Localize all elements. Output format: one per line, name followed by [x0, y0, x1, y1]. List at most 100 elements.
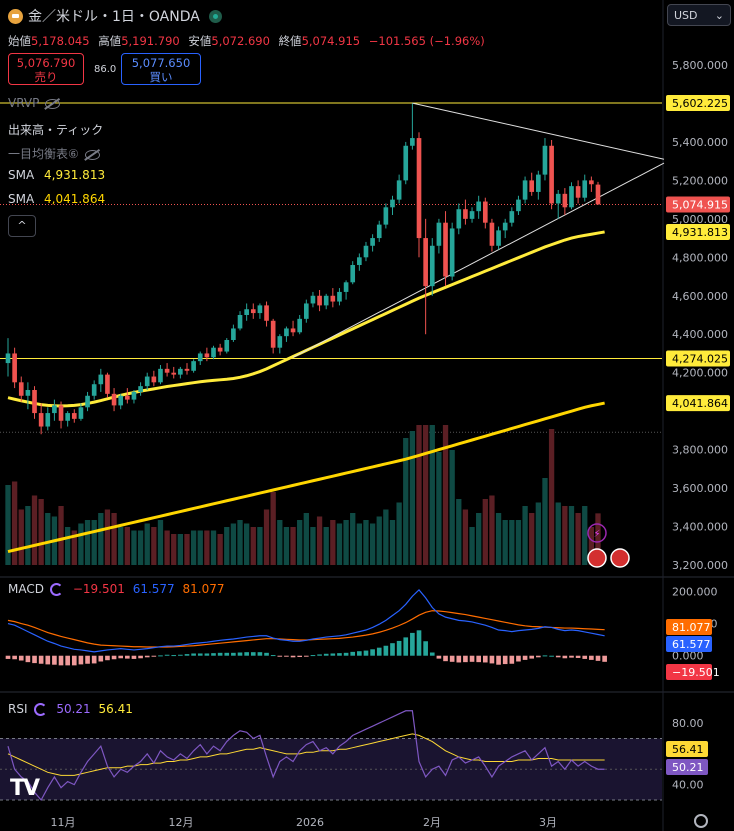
- macd-hist-bar: [330, 653, 336, 656]
- candle: [118, 395, 124, 406]
- macd-line: [7, 588, 605, 653]
- price-label: 4,041.864: [672, 397, 728, 410]
- price-axis-tick: 3,800.000: [672, 444, 728, 457]
- macd-signal-line: [7, 610, 605, 648]
- macd-signal-value: 81.077: [182, 582, 225, 596]
- price-label-bg: [666, 350, 730, 367]
- volume-bar: [131, 530, 137, 565]
- macd-hist-bar: [284, 655, 289, 657]
- indicator-vrvp[interactable]: VRVP: [8, 96, 61, 110]
- macd-hist-bar: [32, 655, 37, 664]
- candle: [111, 393, 117, 406]
- volume-bar: [157, 520, 164, 565]
- indicator-macd[interactable]: MACD −19.501 61.577 81.077: [8, 582, 225, 596]
- volume-bar: [111, 513, 117, 565]
- candle: [396, 180, 402, 200]
- volume-bar: [31, 495, 38, 565]
- macd-hist-bar: [297, 655, 303, 657]
- candle: [231, 328, 236, 340]
- macd-hist-bar: [290, 655, 296, 658]
- macd-hist-bar: [469, 655, 475, 662]
- macd-label-bg: [666, 664, 712, 680]
- collapse-indicators-button[interactable]: ^: [8, 215, 36, 237]
- candle: [237, 315, 243, 329]
- volume-bar: [151, 527, 157, 565]
- indicator-sma-slow[interactable]: SMA 4,041.864: [8, 192, 106, 206]
- indicator-ichimoku[interactable]: 一目均衡表⑥: [8, 145, 100, 162]
- volume-bar: [409, 431, 416, 565]
- volume-bar: [336, 523, 343, 565]
- macd-hist-bar: [416, 630, 422, 656]
- macd-hist-bar: [111, 655, 117, 660]
- macd-hist-bar: [264, 652, 269, 656]
- candle: [502, 222, 508, 231]
- volume-bar: [555, 502, 561, 565]
- macd-hist-bar: [502, 655, 508, 665]
- candle: [125, 395, 130, 400]
- candle: [98, 374, 104, 385]
- price-axis-tick: 3,600.000: [672, 482, 728, 495]
- volume-bar: [376, 516, 382, 565]
- macd-hist-bar: [456, 655, 462, 663]
- buy-button[interactable]: 5,077.650 買い: [121, 53, 201, 85]
- market-open-icon: [208, 9, 222, 23]
- volume-bar: [283, 527, 290, 565]
- macd-line-value: 61.577: [132, 582, 175, 596]
- macd-hist-bar: [363, 650, 369, 656]
- candle: [290, 328, 296, 333]
- candle: [78, 407, 84, 419]
- sell-button[interactable]: 5,076.790 売り: [8, 53, 84, 85]
- candle: [343, 282, 349, 292]
- indicator-sma-fast[interactable]: SMA 4,931.813: [8, 168, 106, 182]
- candle: [32, 390, 37, 414]
- candle: [257, 305, 263, 314]
- candle: [138, 386, 143, 392]
- volume-bar: [369, 523, 376, 565]
- volume-bar: [535, 502, 541, 565]
- candle: [522, 180, 528, 200]
- macd-hist-bar: [211, 653, 216, 656]
- price-axis-tick: 4,200.000: [672, 367, 728, 380]
- indicator-volume[interactable]: 出来高・ティック: [8, 123, 104, 137]
- candle: [337, 291, 342, 302]
- volume-bar: [476, 513, 482, 565]
- volume-bar: [250, 527, 256, 565]
- symbol-label: 金／米ドル・1日・OANDA: [28, 9, 200, 25]
- candle: [376, 224, 382, 239]
- volume-bar: [11, 481, 18, 565]
- macd-hist-bar: [310, 655, 316, 657]
- volume-bar: [230, 523, 237, 565]
- price-axis-tick: 5,000.000: [672, 213, 728, 226]
- candle: [204, 353, 210, 358]
- symbol-title[interactable]: 金／米ドル・1日・OANDA: [8, 6, 222, 26]
- macd-hist-bar: [429, 652, 435, 656]
- eye-hidden-icon[interactable]: [45, 98, 61, 109]
- gear-icon[interactable]: [694, 814, 708, 828]
- candle: [178, 368, 183, 375]
- macd-hist-bar: [118, 655, 124, 659]
- candle: [582, 180, 588, 198]
- volume-bar: [190, 530, 197, 565]
- candle: [555, 193, 561, 204]
- rsi-axis-tick: 40.00: [672, 779, 704, 792]
- currency-select[interactable]: USD ⌄: [667, 4, 731, 26]
- gold-coin-icon: [8, 8, 23, 24]
- macd-hist-bar: [224, 652, 230, 656]
- volume-bar: [416, 425, 422, 565]
- macd-hist-bar: [18, 655, 24, 661]
- macd-label: 61.577: [672, 638, 711, 651]
- candle: [45, 413, 51, 427]
- indicator-rsi[interactable]: RSI 50.21 56.41: [8, 702, 133, 716]
- candle: [589, 180, 594, 185]
- volume-bar: [403, 438, 409, 565]
- macd-hist-bar: [443, 655, 448, 662]
- candle: [71, 413, 77, 419]
- candle: [144, 376, 150, 387]
- volume-bar: [124, 527, 130, 565]
- candle: [277, 336, 283, 348]
- cycle-icon: [33, 703, 47, 716]
- volume-bar: [237, 520, 243, 565]
- eye-hidden-icon[interactable]: [84, 149, 100, 160]
- candle: [469, 211, 475, 219]
